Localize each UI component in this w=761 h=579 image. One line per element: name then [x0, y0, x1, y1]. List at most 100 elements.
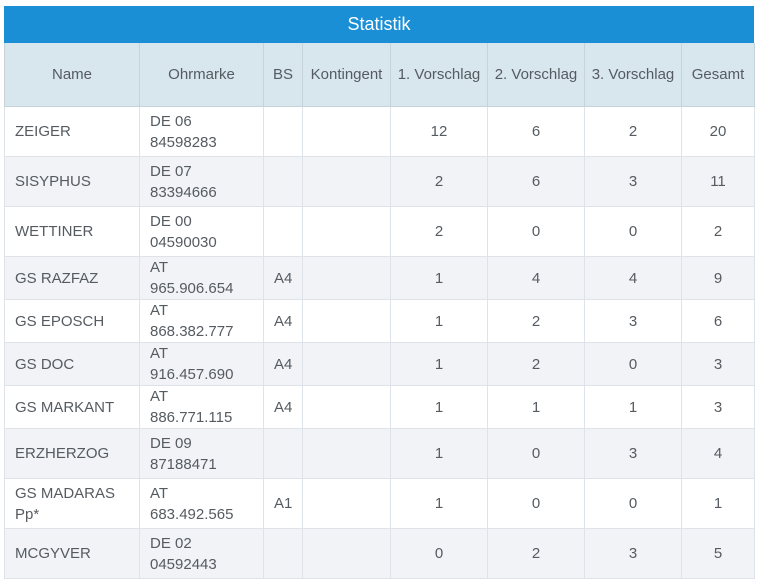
- cell-bs: [263, 528, 303, 579]
- cell-vorschlag-1: 1: [390, 385, 488, 429]
- cell-vorschlag-2: 4: [487, 256, 585, 300]
- cell-name: ZEIGER: [4, 106, 140, 157]
- cell-vorschlag-2: 2: [487, 342, 585, 386]
- table-row[interactable]: MCGYVER DE 02 04592443 0 2 3 5: [4, 528, 755, 579]
- header-gesamt[interactable]: Gesamt: [681, 43, 755, 107]
- ohrmarke-line: AT 965.906.654: [150, 259, 234, 297]
- ohrmarke-line: AT 683.492.565: [150, 484, 234, 523]
- cell-vorschlag-3: 0: [584, 206, 682, 257]
- cell-vorschlag-3: 0: [584, 478, 682, 529]
- ohrmarke-line: DE 09: [150, 434, 192, 452]
- cell-name: GS EPOSCH: [4, 299, 140, 343]
- header-kontingent[interactable]: Kontingent: [302, 43, 391, 107]
- cell-gesamt: 2: [681, 206, 755, 257]
- cell-gesamt: 20: [681, 106, 755, 157]
- cell-vorschlag-3: 3: [584, 299, 682, 343]
- cell-vorschlag-3: 3: [584, 528, 682, 579]
- cell-name: GS DOC: [4, 342, 140, 386]
- cell-bs: [263, 428, 303, 479]
- cell-kontingent: [302, 156, 391, 207]
- table-row[interactable]: ERZHERZOG DE 09 87188471 1 0 3 4: [4, 428, 755, 479]
- ohrmarke-line: AT 916.457.690: [150, 345, 234, 383]
- cell-ohrmarke: DE 09 87188471: [139, 428, 264, 479]
- cell-kontingent: [302, 256, 391, 300]
- cell-gesamt: 5: [681, 528, 755, 579]
- cell-vorschlag-1: 0: [390, 528, 488, 579]
- header-bs[interactable]: BS: [263, 43, 303, 107]
- cell-gesamt: 3: [681, 385, 755, 429]
- cell-name: WETTINER: [4, 206, 140, 257]
- ohrmarke-line: DE 06: [150, 112, 192, 130]
- cell-bs: A1: [263, 478, 303, 529]
- ohrmarke-line: 84598283: [150, 133, 217, 151]
- table-header-row: Name Ohrmarke BS Kontingent 1. Vorschlag…: [4, 43, 755, 107]
- ohrmarke-line: DE 02: [150, 534, 192, 552]
- cell-vorschlag-2: 0: [487, 478, 585, 529]
- cell-vorschlag-2: 1: [487, 385, 585, 429]
- cell-vorschlag-2: 2: [487, 528, 585, 579]
- table-row[interactable]: SISYPHUS DE 07 83394666 2 6 3 11: [4, 156, 755, 207]
- cell-bs: A4: [263, 299, 303, 343]
- cell-kontingent: [302, 385, 391, 429]
- cell-vorschlag-2: 6: [487, 156, 585, 207]
- table-row[interactable]: GS MADARAS Pp* AT 683.492.565 A1 1 0 0 1: [4, 478, 755, 529]
- cell-name: GS MARKANT: [4, 385, 140, 429]
- cell-vorschlag-1: 1: [390, 428, 488, 479]
- header-name[interactable]: Name: [4, 43, 140, 107]
- header-vorschlag-2[interactable]: 2. Vorschlag: [487, 43, 585, 107]
- statistik-table: Name Ohrmarke BS Kontingent 1. Vorschlag…: [4, 43, 755, 579]
- cell-ohrmarke: AT 683.492.565: [139, 478, 264, 529]
- cell-bs: A4: [263, 385, 303, 429]
- cell-ohrmarke: DE 00 04590030: [139, 206, 264, 257]
- cell-name: MCGYVER: [4, 528, 140, 579]
- header-ohrmarke[interactable]: Ohrmarke: [139, 43, 264, 107]
- cell-vorschlag-1: 1: [390, 342, 488, 386]
- ohrmarke-line: DE 00: [150, 212, 192, 230]
- cell-kontingent: [302, 478, 391, 529]
- cell-vorschlag-2: 2: [487, 299, 585, 343]
- cell-gesamt: 3: [681, 342, 755, 386]
- cell-ohrmarke: DE 02 04592443: [139, 528, 264, 579]
- cell-vorschlag-1: 1: [390, 478, 488, 529]
- cell-bs: A4: [263, 342, 303, 386]
- cell-kontingent: [302, 206, 391, 257]
- cell-name: GS RAZFAZ: [4, 256, 140, 300]
- table-row[interactable]: WETTINER DE 00 04590030 2 0 0 2: [4, 206, 755, 257]
- table-row[interactable]: GS MARKANT AT 886.771.115 A4 1 1 1 3: [4, 385, 755, 429]
- cell-vorschlag-2: 6: [487, 106, 585, 157]
- cell-vorschlag-3: 2: [584, 106, 682, 157]
- header-vorschlag-1[interactable]: 1. Vorschlag: [390, 43, 488, 107]
- cell-vorschlag-3: 0: [584, 342, 682, 386]
- cell-vorschlag-1: 1: [390, 256, 488, 300]
- cell-gesamt: 6: [681, 299, 755, 343]
- cell-gesamt: 1: [681, 478, 755, 529]
- cell-gesamt: 11: [681, 156, 755, 207]
- cell-ohrmarke: AT 886.771.115: [139, 385, 264, 429]
- cell-name: GS MADARAS Pp*: [4, 478, 140, 529]
- cell-gesamt: 4: [681, 428, 755, 479]
- cell-name: SISYPHUS: [4, 156, 140, 207]
- cell-ohrmarke: DE 07 83394666: [139, 156, 264, 207]
- cell-vorschlag-1: 12: [390, 106, 488, 157]
- cell-vorschlag-3: 3: [584, 156, 682, 207]
- cell-gesamt: 9: [681, 256, 755, 300]
- ohrmarke-line: 87188471: [150, 455, 217, 473]
- cell-bs: [263, 106, 303, 157]
- table-row[interactable]: GS DOC AT 916.457.690 A4 1 2 0 3: [4, 342, 755, 386]
- cell-bs: A4: [263, 256, 303, 300]
- table-row[interactable]: ZEIGER DE 06 84598283 12 6 2 20: [4, 106, 755, 157]
- cell-name: ERZHERZOG: [4, 428, 140, 479]
- ohrmarke-line: 04592443: [150, 555, 217, 573]
- cell-ohrmarke: DE 06 84598283: [139, 106, 264, 157]
- header-vorschlag-3[interactable]: 3. Vorschlag: [584, 43, 682, 107]
- table-row[interactable]: GS RAZFAZ AT 965.906.654 A4 1 4 4 9: [4, 256, 755, 300]
- ohrmarke-line: AT 886.771.115: [150, 388, 233, 426]
- table-row[interactable]: GS EPOSCH AT 868.382.777 A4 1 2 3 6: [4, 299, 755, 343]
- cell-vorschlag-1: 2: [390, 206, 488, 257]
- cell-bs: [263, 206, 303, 257]
- statistik-title: Statistik: [4, 6, 754, 43]
- cell-vorschlag-3: 1: [584, 385, 682, 429]
- cell-bs: [263, 156, 303, 207]
- cell-kontingent: [302, 106, 391, 157]
- cell-ohrmarke: AT 916.457.690: [139, 342, 264, 386]
